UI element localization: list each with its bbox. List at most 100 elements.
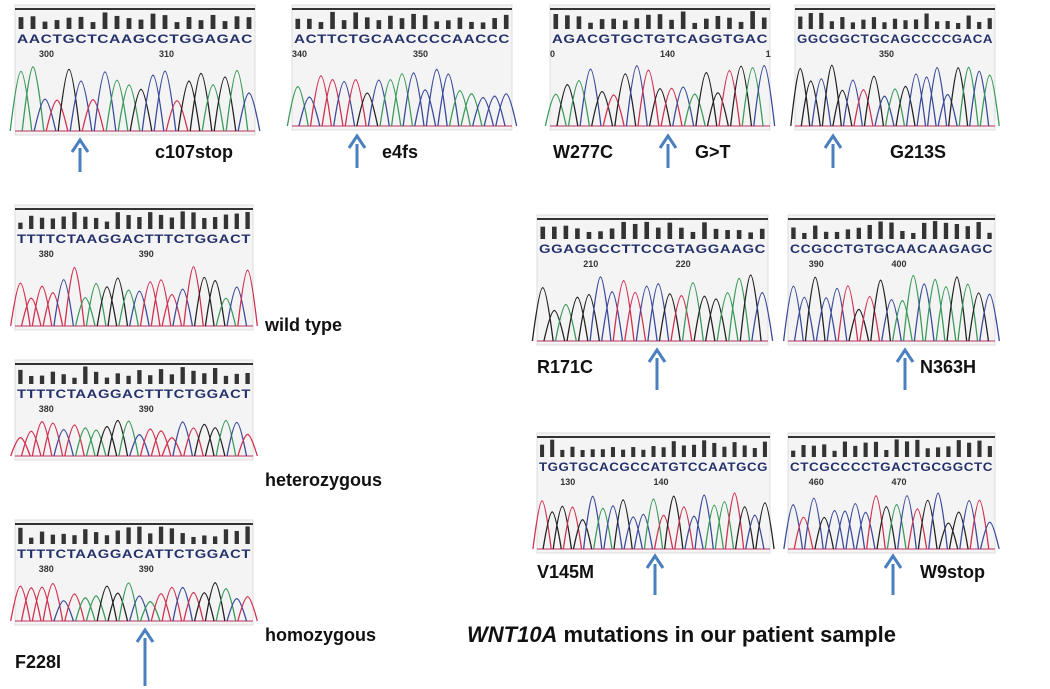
- trace-peak: [663, 495, 684, 550]
- trace-peak: [895, 85, 916, 127]
- quality-bar: [956, 22, 961, 29]
- quality-bar: [832, 450, 837, 457]
- arrow-head: [347, 133, 367, 149]
- quality-bar: [750, 11, 755, 29]
- trace-peak: [161, 586, 183, 622]
- quality-bar: [364, 17, 370, 29]
- panel-background: [787, 432, 996, 554]
- mutation-label: N363H: [920, 357, 976, 377]
- quality-bar: [732, 442, 737, 457]
- quality-bar: [50, 371, 56, 384]
- trace-peak: [866, 495, 886, 550]
- trace-peak: [544, 93, 567, 127]
- quality-bar: [925, 448, 930, 457]
- quality-bar: [892, 18, 898, 29]
- quality-bar: [90, 22, 96, 29]
- quality-bar: [853, 445, 858, 457]
- trace-peak: [64, 424, 85, 457]
- trace-peak: [938, 522, 959, 550]
- quality-bar: [715, 15, 721, 29]
- trace-peak: [85, 282, 107, 327]
- quality-bar: [353, 12, 358, 29]
- quality-bar: [552, 226, 557, 239]
- quality-bar: [115, 212, 120, 229]
- arrow-head: [823, 133, 843, 149]
- trace-peak: [165, 100, 189, 132]
- trace-peak: [718, 70, 741, 127]
- quality-bar: [889, 222, 894, 239]
- trace-peak: [31, 586, 53, 622]
- base-position: 470: [892, 477, 907, 487]
- quality-bar: [903, 20, 908, 29]
- quality-bar: [138, 19, 144, 29]
- quality-bar: [434, 21, 440, 29]
- trace-peak: [237, 269, 258, 327]
- trace-peak: [309, 75, 333, 127]
- trace-peak: [321, 79, 344, 127]
- quality-bar: [234, 530, 239, 544]
- quality-bar: [736, 230, 742, 239]
- trace-peak: [612, 280, 635, 342]
- quality-bar: [935, 21, 940, 29]
- quality-bar: [18, 222, 23, 229]
- quality-bar: [922, 222, 927, 239]
- trace-peak: [193, 592, 215, 622]
- trace-peak: [225, 69, 249, 132]
- quality-bar: [621, 449, 626, 457]
- trace-peak: [150, 593, 172, 622]
- sequence: CCGCCTGTGCAACAAGAGC: [790, 242, 993, 256]
- quality-bar: [667, 222, 673, 239]
- base-position: 130: [560, 477, 575, 487]
- trace-peak: [648, 88, 672, 127]
- quality-bar: [954, 223, 960, 239]
- quality-bar: [137, 217, 142, 229]
- mutation-label: F228I: [15, 652, 61, 672]
- quality-bar: [598, 231, 603, 239]
- trace-peak: [20, 430, 42, 457]
- trace-peak: [633, 513, 654, 550]
- quality-bar: [861, 19, 866, 29]
- quality-bar: [976, 222, 981, 239]
- quality-bar: [446, 20, 451, 29]
- trace-peak: [683, 93, 706, 127]
- quality-bar: [966, 15, 971, 29]
- chromatogram-panel: ACTTCTGCAACCCCAACCC 340 350 e4fs: [286, 4, 518, 168]
- trace-peak: [672, 86, 695, 127]
- trace-peak: [153, 70, 177, 132]
- quality-bar: [104, 377, 110, 384]
- chromatogram-panel: TTTTCTAAGGACTTTCTGGACT 380 390 wild type: [10, 204, 342, 335]
- quality-bar: [411, 13, 416, 29]
- quality-bar: [212, 368, 218, 384]
- trace-peak: [884, 88, 906, 127]
- sequence: TTTTCTAAGGACTTTCTGGACT: [17, 387, 251, 401]
- trace-peak: [118, 420, 139, 457]
- quality-bar: [341, 20, 347, 29]
- quality-bar: [819, 12, 824, 30]
- trace-peak: [85, 595, 107, 622]
- arrow-head: [895, 347, 915, 363]
- quality-bar: [104, 535, 110, 544]
- quality-bar: [609, 228, 615, 239]
- quality-bar: [158, 526, 164, 544]
- chromatogram-panel: TTTTCTAAGGACATTCTGGACT 380 390 homozygous F2…: [10, 519, 376, 686]
- quality-bar: [29, 537, 34, 544]
- quality-bar: [234, 373, 239, 384]
- trace-peak: [755, 502, 775, 550]
- trace-peak: [647, 283, 670, 342]
- trace-peak: [20, 297, 42, 327]
- quality-bar: [39, 531, 45, 544]
- quality-bar: [330, 11, 335, 29]
- base-position: 220: [676, 259, 691, 269]
- quality-bar: [158, 214, 164, 229]
- trace-peak: [139, 601, 161, 622]
- trace-peak: [566, 296, 589, 342]
- trace-peak: [139, 281, 161, 327]
- trace-peak: [201, 84, 225, 132]
- trace-peak: [129, 434, 150, 457]
- quality-bar: [148, 375, 153, 384]
- quality-bar: [563, 225, 569, 239]
- base-position: 380: [39, 249, 54, 259]
- trace-peak: [213, 76, 237, 132]
- trace-peak: [20, 587, 42, 622]
- quality-bar: [54, 20, 60, 29]
